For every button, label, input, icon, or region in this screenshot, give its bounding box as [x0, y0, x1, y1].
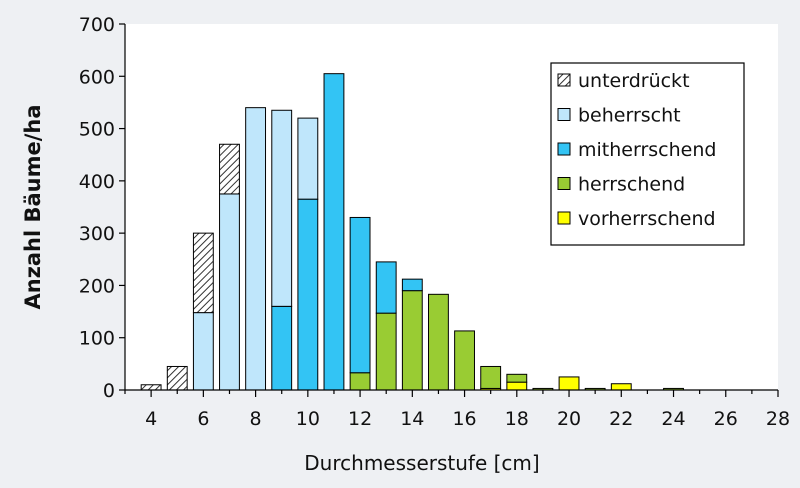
bar-22-vorherrschend — [610, 383, 632, 391]
legend-swatch-beherrscht — [557, 108, 571, 121]
bar-4-unterdrückt — [140, 384, 162, 391]
y-tick-label: 200 — [79, 275, 115, 297]
bar-7-beherrscht — [219, 193, 240, 391]
legend-label: beherrscht — [578, 105, 681, 127]
bar-10-beherrscht — [297, 117, 319, 200]
legend: unterdrückt beherrscht mitherrschend herrsc… — [550, 62, 745, 246]
x-tick-label: 26 — [714, 408, 738, 430]
bar-9-mitherrschend — [271, 305, 293, 391]
bar-13-herrschend — [375, 312, 397, 391]
axes: 0 100 200 300 400 500 600 700 4 6 8 10 12 14 16 18 20 22 2… — [79, 14, 790, 430]
legend-label: unterdrückt — [578, 70, 690, 92]
bar-15-herrschend — [428, 293, 449, 391]
x-tick-label: 12 — [348, 408, 372, 430]
bar-12-herrschend — [349, 372, 371, 391]
y-tick-label: 300 — [79, 223, 115, 245]
bar-11-mitherrschend — [323, 73, 345, 391]
bar-20-vorherrschend — [558, 376, 580, 391]
bar-6-beherrscht — [192, 312, 214, 391]
bar-7-unterdrückt — [219, 143, 240, 195]
bar-6-unterdrückt — [192, 232, 214, 314]
x-tick-label: 8 — [250, 408, 262, 430]
x-tick-label: 6 — [197, 408, 209, 430]
bar-12-mitherrschend — [349, 216, 371, 374]
y-tick-label: 100 — [79, 328, 115, 350]
x-tick-label: 4 — [145, 408, 157, 430]
y-tick-label: 400 — [79, 171, 115, 193]
bar-18-herrschend — [506, 373, 528, 383]
y-tick-label: 500 — [79, 119, 115, 141]
x-tick-label: 22 — [609, 408, 633, 430]
legend-swatch-vorherrschend — [557, 211, 571, 225]
bar-13-mitherrschend — [375, 261, 397, 314]
bar-9-beherrscht — [271, 109, 293, 307]
legend-label: herrschend — [578, 174, 685, 196]
x-tick-label: 28 — [766, 408, 790, 430]
bar-14-herrschend — [401, 290, 423, 391]
x-tick-label: 20 — [557, 408, 581, 430]
x-tick-label: 14 — [400, 408, 424, 430]
y-tick-label: 600 — [79, 66, 115, 88]
x-tick-label: 18 — [505, 408, 529, 430]
legend-box — [550, 62, 745, 246]
legend-swatch-mitherrschend — [557, 142, 571, 156]
y-axis-label: Anzahl Bäume/ha — [21, 104, 45, 309]
bar-16-herrschend — [454, 330, 475, 391]
bar-18-vorherrschend — [506, 381, 528, 391]
y-tick-label: 0 — [103, 380, 115, 402]
bar-17-herrschend — [480, 365, 502, 389]
bar-14-mitherrschend — [401, 278, 423, 292]
legend-swatch-unterdrückt — [557, 73, 571, 87]
legend-swatch-herrschend — [557, 177, 571, 190]
y-tick-label: 700 — [79, 14, 115, 36]
x-tick-label: 16 — [452, 408, 476, 430]
legend-label: vorherrschend — [578, 208, 716, 230]
bars — [140, 73, 684, 391]
x-tick-label: 10 — [296, 408, 320, 430]
bar-5-unterdrückt — [166, 365, 188, 391]
x-axis-label: Durchmesserstufe [cm] — [304, 451, 539, 475]
x-tick-label: 24 — [661, 408, 685, 430]
bar-8-beherrscht — [245, 107, 267, 391]
legend-label: mitherrschend — [578, 139, 716, 161]
bar-10-mitherrschend — [297, 198, 319, 391]
